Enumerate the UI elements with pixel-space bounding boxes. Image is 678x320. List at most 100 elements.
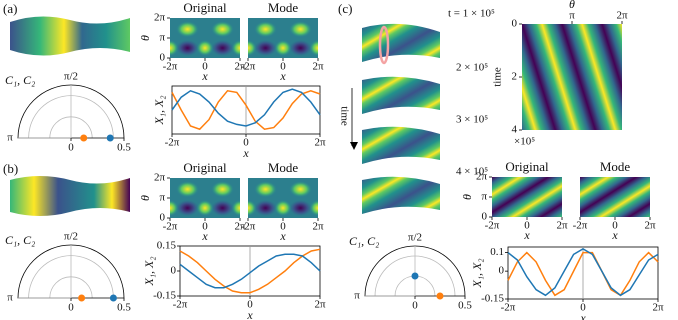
polar-frame [17, 84, 125, 139]
point [109, 294, 117, 302]
y-tick-label: π [481, 191, 487, 203]
heatmap-image [248, 18, 318, 58]
heatmap-title: Mode [268, 160, 299, 175]
y-tick-label: π [159, 192, 165, 204]
x-axis-label: x [246, 308, 253, 320]
x-tick-label: 0 [243, 137, 249, 149]
x-tick-label: -2π [165, 137, 180, 149]
x-tick-label: 2π [644, 220, 656, 232]
data-line [171, 89, 321, 131]
x-tick-label: 2π [312, 61, 324, 73]
r-tick-label: 0 [68, 142, 74, 154]
x-tick-label: 0 [247, 299, 253, 311]
x-tick-label: -2π [241, 61, 256, 73]
x-tick-label: -2π [163, 61, 178, 73]
y-tick-label: 0 [482, 211, 488, 223]
surface-image [362, 126, 440, 164]
heatmap-image [170, 18, 240, 58]
polar-frame [17, 244, 125, 299]
heatmap-title: Original [505, 159, 549, 174]
x-axis-label: x [242, 146, 249, 160]
point [411, 272, 419, 280]
x-tick-label: 0 [580, 302, 586, 314]
x-axis-label: x [279, 69, 286, 83]
polar-frame [364, 245, 466, 297]
x-axis-label: x [579, 311, 586, 320]
y-tick-label: 2π [154, 12, 166, 24]
x-tick-label: -2π [163, 221, 178, 233]
snapshot-label: 3 × 10⁵ [456, 114, 488, 126]
y-axis-label: X₁, X₂ [152, 95, 166, 125]
x-axis-label: x [279, 229, 286, 243]
heatmap-image [170, 178, 240, 218]
y-tick-label: 0 [171, 265, 177, 277]
x-tick-label: 0 [280, 221, 286, 233]
x-tick-label: 0 [202, 61, 208, 73]
y-tick-label: 0 [160, 52, 166, 64]
axis-scale-label: ×10⁵ [514, 136, 535, 148]
data-line [507, 251, 659, 297]
x-tick-label: 0 [202, 221, 208, 233]
polar-title: C₁, C₂ [5, 73, 35, 87]
r-tick-label: 0.5 [117, 302, 131, 314]
surface-image [362, 23, 440, 62]
x-tick-label: π [569, 10, 575, 22]
polar-title: C₁, C₂ [5, 233, 35, 247]
surface-image [362, 76, 440, 114]
y-tick-label: -0.15 [153, 290, 176, 302]
x-tick-label: 0 [280, 61, 286, 73]
y-tick-label: 0.15 [157, 240, 177, 252]
x-tick-label: 2π [616, 10, 628, 22]
ring [378, 25, 390, 65]
point [78, 294, 86, 302]
y-axis-label: time [492, 67, 504, 87]
y-axis-label: θ [460, 194, 474, 200]
y-tick-label: 2π [154, 172, 166, 184]
y-axis-label: θ [138, 195, 152, 201]
r-tick-label: 0.5 [117, 142, 131, 154]
y-tick-label: 2 [512, 71, 518, 83]
y-tick-label: 2π [476, 171, 488, 183]
x-tick-label: 2π [556, 220, 568, 232]
x-tick-label: 2π [314, 137, 326, 149]
heatmap-title: Mode [600, 159, 631, 174]
x-tick-label: 0 [524, 220, 530, 232]
heatmap-title: Mode [268, 0, 299, 15]
x-tick-label: -2π [485, 220, 500, 232]
heatmap-image [580, 177, 650, 217]
angle-tick-label: π/2 [408, 232, 422, 244]
point [106, 134, 114, 142]
data-line [179, 248, 321, 294]
x-tick-label: -2π [573, 220, 588, 232]
heatmap-image [248, 178, 318, 218]
x-tick-label: -2π [241, 221, 256, 233]
x-tick-label: 2π [312, 221, 324, 233]
x-axis-label: x [611, 228, 618, 242]
x-axis-label: x [523, 228, 530, 242]
y-tick-label: 0.1 [490, 246, 504, 258]
y-tick-label: 0 [499, 265, 505, 277]
polar-title: C₁, C₂ [349, 234, 379, 248]
heatmap-title: Original [183, 0, 227, 15]
angle-tick-label: π [354, 290, 360, 302]
point [80, 134, 88, 142]
snapshot-label: t = 1 × 10⁵ [448, 8, 495, 20]
heatmap-title: Original [183, 160, 227, 175]
arrow-label: time [338, 106, 350, 126]
y-tick-label: 0 [512, 18, 518, 30]
r-tick-label: 0.5 [458, 300, 472, 312]
x-tick-label: -2π [501, 302, 516, 314]
snapshot-tubes [362, 23, 440, 214]
x-axis-label: x [201, 229, 208, 243]
angle-tick-label: π [7, 132, 13, 144]
heatmap-image [492, 177, 562, 217]
surface-image [362, 176, 440, 214]
x-axis-label: x [201, 69, 208, 83]
x-tick-label: 2π [314, 299, 326, 311]
x-tick-label: -2π [173, 299, 188, 311]
point [436, 292, 444, 300]
surface-image [10, 176, 130, 216]
x-axis-label: θ [569, 0, 575, 11]
y-tick-label: π [159, 32, 165, 44]
surface-image [10, 16, 130, 56]
